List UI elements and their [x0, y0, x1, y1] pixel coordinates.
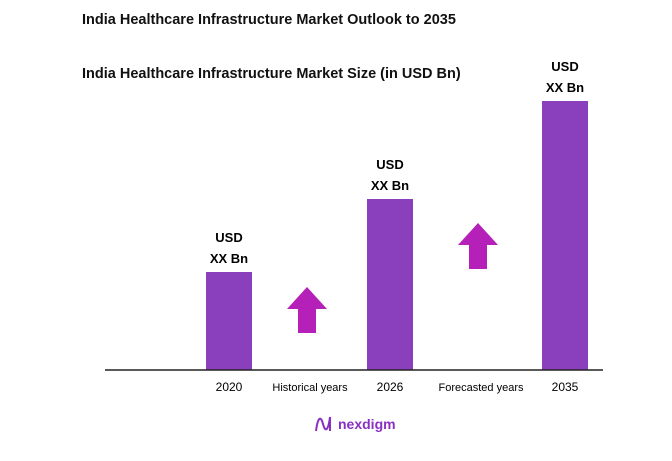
- logo-wave-icon: [315, 416, 331, 432]
- page-title: India Healthcare Infrastructure Market O…: [82, 12, 456, 28]
- logo-text: nexdigm: [338, 416, 396, 432]
- period-label-1: Historical years: [272, 382, 348, 394]
- bar-2020: [206, 272, 252, 370]
- data-label-2020-line1: USD: [215, 230, 242, 245]
- data-label-2020-line2: XX Bn: [210, 251, 248, 266]
- arrow-up-icon: [287, 287, 327, 333]
- x-tick-label-2020: 2020: [216, 380, 243, 394]
- data-label-2035-line1: USD: [551, 59, 578, 74]
- bar-2026: [367, 199, 413, 370]
- x-tick-label-2026: 2026: [377, 380, 404, 394]
- nexdigm-logo: nexdigm: [314, 414, 396, 434]
- data-label-2035-line2: XX Bn: [546, 80, 584, 95]
- chart-subtitle: India Healthcare Infrastructure Market S…: [82, 66, 461, 82]
- x-tick-label-2035: 2035: [552, 380, 579, 394]
- data-label-2026-line2: XX Bn: [371, 178, 409, 193]
- period-label-2: Forecasted years: [439, 382, 524, 394]
- arrow-up-icon: [458, 223, 498, 269]
- bar-2035: [542, 101, 588, 370]
- data-label-2026-line1: USD: [376, 157, 403, 172]
